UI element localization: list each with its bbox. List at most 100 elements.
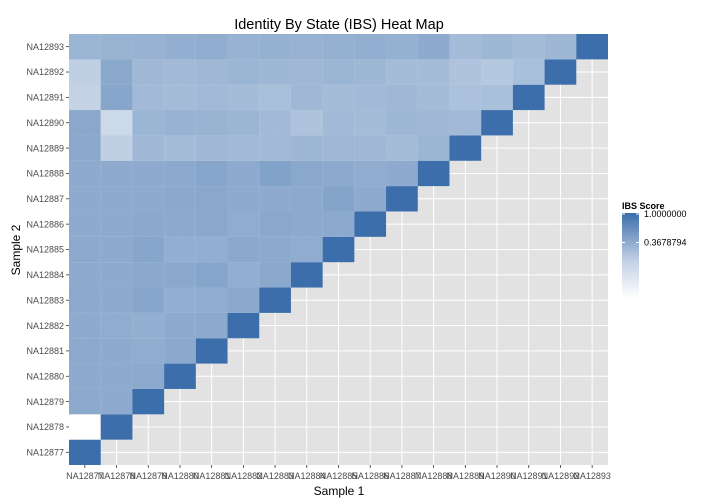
heatmap-cell (259, 59, 291, 85)
heatmap-cell (100, 211, 133, 237)
heatmap-cell (227, 186, 260, 212)
x-tick-label: NA12884 (288, 471, 326, 481)
heatmap-cell (512, 84, 545, 111)
heatmap-cell (290, 262, 323, 288)
heatmap-cell (100, 135, 133, 161)
heatmap-cell (259, 236, 291, 263)
x-tick-label: NA12877 (66, 471, 104, 481)
heatmap-cell (69, 338, 101, 364)
heatmap-cell (164, 287, 196, 313)
heatmap-cell (259, 34, 291, 60)
heatmap-cell (259, 84, 291, 111)
heatmap-cell (322, 59, 355, 85)
heatmap-cell (227, 135, 260, 161)
heatmap-cell (69, 160, 101, 187)
y-axis-title: Sample 2 (9, 224, 23, 275)
y-axis: NA12877 NA12878 NA12879 NA12880 NA12881 NA128… (26, 42, 69, 458)
heatmap-cell (132, 135, 165, 161)
x-tick-label: NA12891 (510, 471, 548, 481)
chart-title: Identity By State (IBS) Heat Map (234, 17, 444, 33)
heatmap-cell (132, 388, 165, 415)
heatmap-cell (259, 160, 291, 187)
heatmap-cell (100, 160, 133, 187)
heatmap-cell (481, 110, 513, 136)
heatmap-cell (132, 287, 165, 313)
heatmap-cell (100, 186, 133, 212)
heatmap-cell (386, 135, 418, 161)
heatmap-cell (195, 135, 228, 161)
y-tick-label: NA12879 (26, 397, 64, 407)
heatmap-cell (544, 59, 577, 85)
y-tick-label: NA12886 (26, 219, 64, 229)
heatmap-cell (164, 135, 196, 161)
heatmap-cell (100, 414, 133, 440)
heatmap-cell (544, 34, 577, 60)
heatmap-cell (417, 160, 450, 187)
heatmap-cell (69, 84, 101, 111)
y-tick-label: NA12882 (26, 321, 64, 331)
heatmap-cell (227, 262, 260, 288)
heatmap-cell (132, 59, 165, 85)
heatmap-cell (322, 110, 355, 136)
heatmap-cell (290, 135, 323, 161)
x-tick-label: NA12879 (129, 471, 167, 481)
heatmap-cell (195, 338, 228, 364)
heatmap-cell (132, 312, 165, 339)
heatmap-cell (227, 312, 260, 339)
heatmap-cell (417, 34, 450, 60)
heatmap-cell (132, 84, 165, 111)
heatmap-cell (195, 287, 228, 313)
heatmap-cell (100, 388, 133, 415)
heatmap-cell (100, 34, 133, 60)
x-tick-label: NA12893 (573, 471, 611, 481)
x-tick-label: NA12882 (225, 471, 263, 481)
heatmap-cell (100, 59, 133, 85)
heatmap-cell (69, 312, 101, 339)
heatmap-cell (386, 84, 418, 111)
heatmap-cell (354, 110, 387, 136)
heatmap-cell (69, 363, 101, 389)
heatmap-cell (481, 34, 513, 60)
heatmap-cell (164, 186, 196, 212)
heatmap-cell (576, 34, 608, 60)
heatmap-cell (164, 110, 196, 136)
heatmap-cell (227, 287, 260, 313)
y-tick-label: NA12885 (26, 245, 64, 255)
heatmap-cell (354, 84, 387, 111)
heatmap-cell (195, 211, 228, 237)
heatmap-cell (290, 59, 323, 85)
y-tick-label: NA12888 (26, 169, 64, 179)
heatmap-cell (227, 211, 260, 237)
heatmap-cell (259, 287, 291, 313)
heatmap-cell (69, 287, 101, 313)
heatmap-cell (132, 236, 165, 263)
legend-title: IBS Score (622, 201, 665, 211)
y-tick-label: NA12878 (26, 422, 64, 432)
heatmap-cell (417, 135, 450, 161)
heatmap-cell (227, 236, 260, 263)
heatmap-cell (195, 160, 228, 187)
heatmap-cells (69, 34, 608, 465)
heatmap-cell (100, 363, 133, 389)
y-tick-label: NA12884 (26, 270, 64, 280)
heatmap-cell (69, 34, 101, 60)
heatmap-cell (417, 110, 450, 136)
heatmap-cell (195, 186, 228, 212)
heatmap-cell (290, 84, 323, 111)
x-tick-label: NA12883 (256, 471, 294, 481)
heatmap-cell (69, 211, 101, 237)
heatmap-cell (290, 186, 323, 212)
y-tick-label: NA12883 (26, 295, 64, 305)
x-tick-label: NA12888 (415, 471, 453, 481)
heatmap-cell (164, 363, 196, 389)
heatmap-cell (132, 186, 165, 212)
x-tick-label: NA12878 (98, 471, 136, 481)
heatmap-cell (132, 262, 165, 288)
x-tick-label: NA12880 (161, 471, 199, 481)
heatmap-cell (259, 135, 291, 161)
heatmap-cell (354, 135, 387, 161)
y-tick-label: NA12892 (26, 67, 64, 77)
heatmap-cell (195, 312, 228, 339)
heatmap-cell (259, 186, 291, 212)
heatmap-cell (69, 186, 101, 212)
